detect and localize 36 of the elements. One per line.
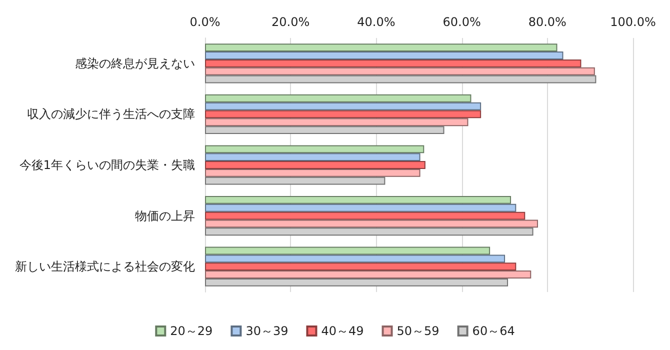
bar xyxy=(205,196,512,204)
bar xyxy=(205,168,420,177)
y-tick-label: 収入の減少に伴う生活への支障 xyxy=(27,107,195,122)
bar xyxy=(205,204,516,212)
bar xyxy=(205,270,532,278)
y-tick-label: 今後1年くらいの間の失業・失職 xyxy=(19,158,195,172)
x-tick-label: 60.0% xyxy=(442,15,481,29)
x-tick-label: 20.0% xyxy=(272,15,310,29)
bar xyxy=(205,212,526,220)
x-tick-label: 40.0% xyxy=(357,15,396,29)
bar xyxy=(205,262,516,271)
bar xyxy=(205,52,564,60)
bar xyxy=(205,102,482,110)
x-tick-label: 80.0% xyxy=(528,15,566,29)
bar xyxy=(205,254,506,263)
legend-label: 20～29 xyxy=(170,324,213,338)
bar xyxy=(205,145,424,154)
legend-label: 40～49 xyxy=(321,324,364,338)
bar xyxy=(205,118,468,126)
legend-label: 60～64 xyxy=(472,324,515,338)
legend-label: 30～39 xyxy=(246,324,288,338)
bar xyxy=(205,246,490,255)
bar xyxy=(205,220,538,228)
y-tick-label: 新しい生活様式による社会の変化 xyxy=(15,260,195,274)
x-tick-label: 100.0% xyxy=(610,15,656,29)
y-tick-label: 感染の終息が見えない xyxy=(75,56,195,70)
bar xyxy=(205,161,426,169)
bar xyxy=(205,94,472,102)
bar xyxy=(205,44,558,52)
y-tick-label: 物価の上昇 xyxy=(135,208,195,223)
bar xyxy=(205,67,595,76)
legend-label: 50～59 xyxy=(396,324,440,338)
bar xyxy=(205,59,582,68)
x-tick-label: 0.0% xyxy=(190,15,220,29)
bar xyxy=(205,153,420,162)
bar xyxy=(205,110,482,118)
